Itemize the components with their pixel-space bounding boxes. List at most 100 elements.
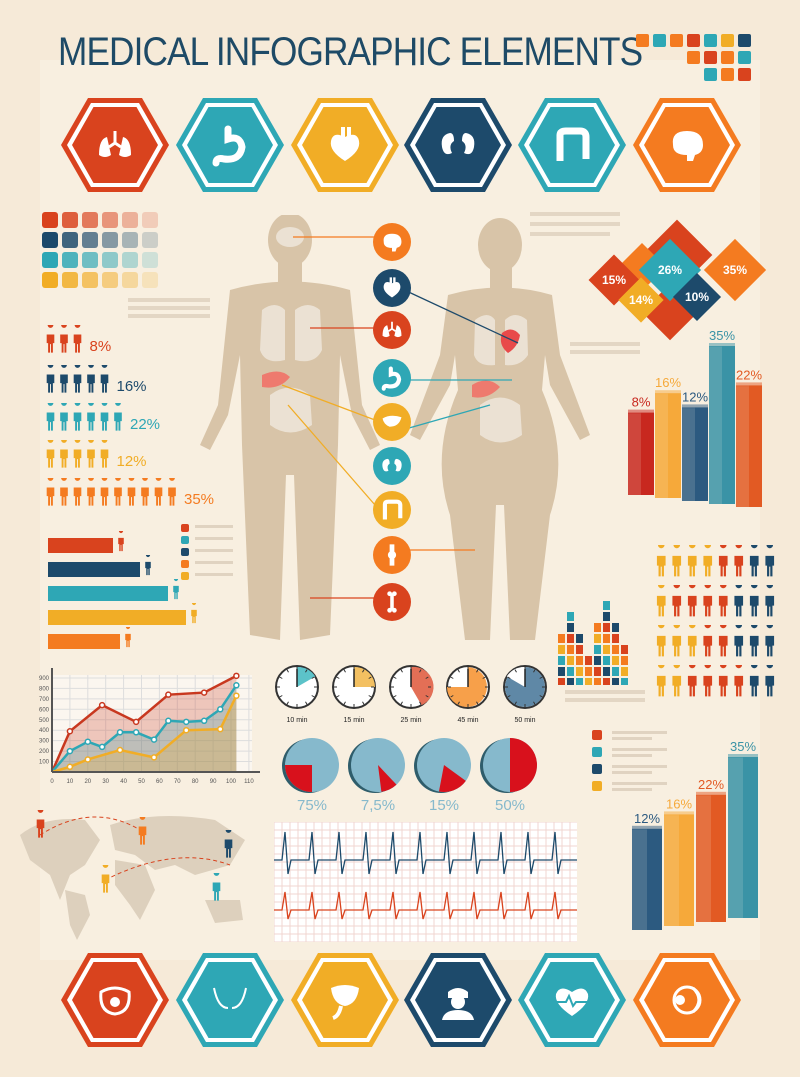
person-shape <box>124 627 131 648</box>
equalizer-block <box>558 656 565 665</box>
x-tick-label: 30 <box>102 779 109 785</box>
equalizer-block <box>594 623 601 632</box>
equalizer-block <box>612 678 619 685</box>
person-icon <box>703 585 713 617</box>
y-tick-label: 300 <box>39 739 50 745</box>
clock-tick <box>514 701 517 705</box>
clock-tick <box>311 676 315 679</box>
organ-marker-bone[interactable] <box>373 583 411 621</box>
person-icon <box>46 478 55 506</box>
diamond-label: 10% <box>684 290 710 304</box>
equalizer-block <box>603 601 610 610</box>
clock-tick <box>514 669 517 673</box>
diamond-label: 14% <box>628 293 654 307</box>
horizontal-bar <box>48 538 113 553</box>
clock-tick <box>457 669 460 673</box>
organ-marker-heart[interactable] <box>373 269 411 307</box>
organ-marker-knee-joint[interactable] <box>373 536 411 574</box>
organ-marker-brain[interactable] <box>373 223 411 261</box>
person-icon <box>141 478 149 506</box>
color-swatch <box>738 68 751 81</box>
organ-marker-stomach[interactable] <box>373 359 411 397</box>
clock-tick <box>507 695 511 698</box>
equalizer-block <box>603 678 610 685</box>
hexagon-bladder[interactable] <box>61 953 169 1047</box>
color-swatch <box>122 252 138 268</box>
page-title: MEDICAL INFOGRAPHIC ELEMENTS <box>58 30 643 74</box>
person-shape <box>173 579 179 600</box>
legend-text-placeholder <box>612 788 652 791</box>
series-area <box>52 695 237 772</box>
person-icon <box>168 478 176 506</box>
color-swatch <box>142 232 158 248</box>
x-tick-label: 10 <box>67 779 74 785</box>
hexagon-thyroid[interactable] <box>291 953 399 1047</box>
person-icon <box>100 365 109 393</box>
people-percent-label: 8% <box>89 338 112 355</box>
hexagon-eye[interactable] <box>633 953 741 1047</box>
equalizer-block <box>567 612 574 621</box>
hexagon-nurse[interactable] <box>404 953 512 1047</box>
clock-tick <box>362 669 365 673</box>
clock-tick <box>305 669 308 673</box>
person-icon <box>100 478 109 506</box>
data-point <box>217 706 224 713</box>
clock <box>389 665 434 709</box>
bar-person <box>145 555 152 576</box>
lungs-icon <box>382 321 402 338</box>
pie-label: 50% <box>495 797 525 814</box>
data-point <box>233 672 240 680</box>
clock-tick <box>482 676 486 679</box>
legend-text-placeholder <box>612 765 667 768</box>
clock <box>503 665 547 709</box>
person-shape <box>656 545 666 577</box>
diamond-label: 35% <box>722 263 748 277</box>
person-shape <box>672 625 682 657</box>
y-tick-label: 700 <box>39 697 50 703</box>
bar: 12% <box>682 389 708 501</box>
bar-chart-bottom: 12% 16% 22% 35% <box>632 739 758 930</box>
clock <box>446 665 490 709</box>
africa <box>115 860 155 920</box>
clock-tick <box>311 695 315 698</box>
person-icon <box>73 440 82 468</box>
person-shape <box>656 585 666 617</box>
data-point <box>116 729 124 736</box>
hexagon-heartbeat[interactable] <box>518 953 626 1047</box>
equalizer-block <box>594 678 601 685</box>
person-shape <box>687 665 697 697</box>
person-shape <box>60 403 68 431</box>
organ-marker-liver[interactable] <box>373 403 411 441</box>
pie-slice <box>285 765 312 792</box>
person-shape <box>687 625 697 657</box>
x-tick-label: 80 <box>192 779 199 785</box>
organ-marker-kidneys[interactable] <box>373 447 411 485</box>
text-placeholder <box>565 698 645 702</box>
male-body <box>200 215 380 640</box>
person-icon <box>87 365 95 393</box>
clock-elapsed <box>447 667 487 707</box>
person-icon <box>765 545 775 577</box>
hexagon-breast[interactable] <box>176 953 284 1047</box>
organ-marker-intestine[interactable] <box>373 491 411 529</box>
organ-marker-lungs[interactable] <box>373 311 411 349</box>
person-shape <box>100 365 109 393</box>
clock-tick <box>476 701 479 705</box>
person-shape <box>224 830 233 858</box>
person-icon <box>672 545 682 577</box>
color-swatch <box>721 68 734 81</box>
color-swatch <box>670 34 683 47</box>
clock-label: 45 min <box>457 717 478 724</box>
legend-text-placeholder <box>612 754 652 757</box>
bar-top <box>682 404 708 409</box>
person-icon <box>687 545 697 577</box>
y-tick-label: 500 <box>39 718 50 724</box>
female-organs <box>474 315 528 443</box>
clock-tick <box>286 669 289 673</box>
person-icon <box>672 585 682 617</box>
text-placeholder <box>128 298 210 302</box>
series-area <box>52 685 237 772</box>
person-icon <box>656 625 666 657</box>
person-icon <box>46 440 55 468</box>
bar: 16% <box>655 375 681 498</box>
